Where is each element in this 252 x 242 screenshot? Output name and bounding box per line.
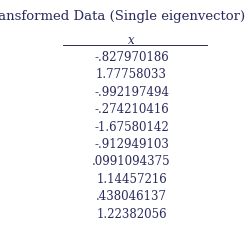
Text: .0991094375: .0991094375: [92, 155, 170, 168]
Text: -.992197494: -.992197494: [94, 86, 168, 99]
Text: x: x: [128, 34, 134, 47]
Text: -1.67580142: -1.67580142: [94, 121, 168, 134]
Text: 1.77758033: 1.77758033: [96, 68, 166, 81]
Text: -.827970186: -.827970186: [94, 51, 168, 64]
Text: 1.22382056: 1.22382056: [96, 208, 166, 221]
Text: -.912949103: -.912949103: [94, 138, 168, 151]
Text: Transformed Data (Single eigenvector): Transformed Data (Single eigenvector): [0, 10, 244, 23]
Text: -.274210416: -.274210416: [94, 103, 168, 116]
Text: 1.14457216: 1.14457216: [96, 173, 166, 186]
Text: .438046137: .438046137: [96, 190, 166, 203]
